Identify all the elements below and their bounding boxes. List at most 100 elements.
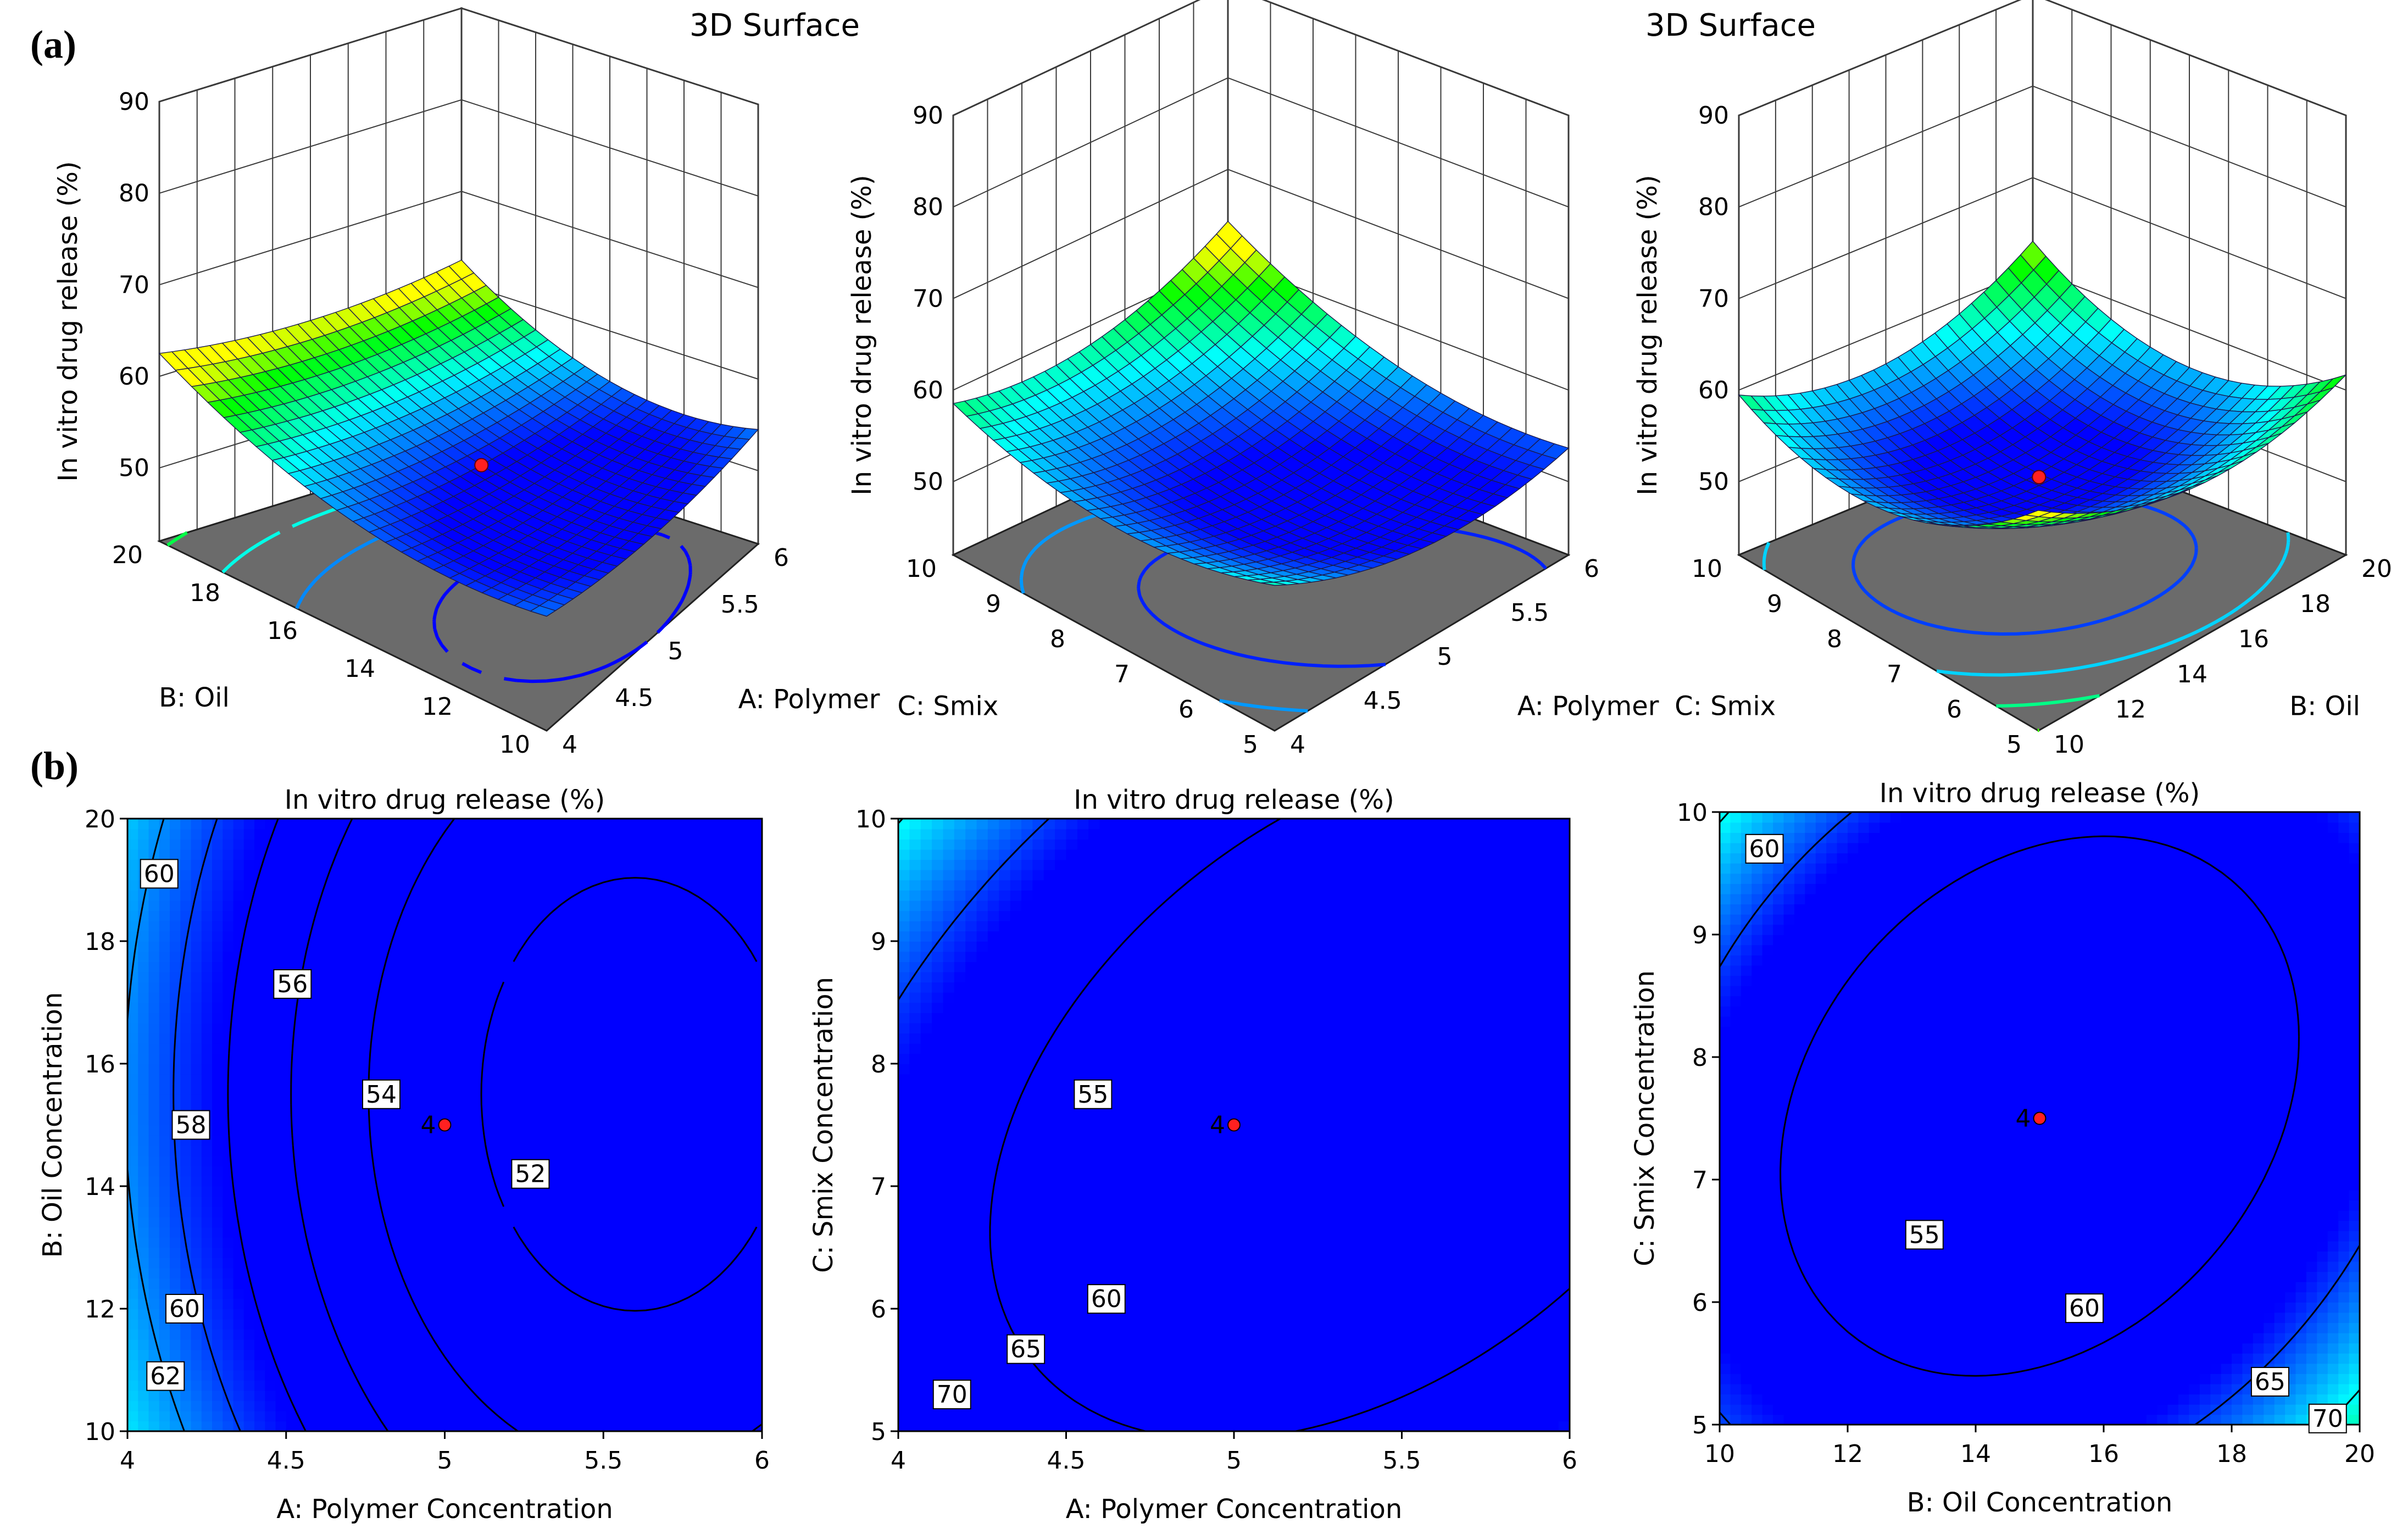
- heat-cell: [138, 1145, 149, 1157]
- heat-cell: [476, 951, 488, 962]
- heat-cell: [392, 1216, 403, 1228]
- heat-cell: [275, 1125, 287, 1136]
- heat-cell: [603, 839, 615, 850]
- heat-cell: [286, 890, 297, 901]
- heat-cell: [624, 951, 636, 962]
- heat-cell: [392, 1319, 403, 1330]
- heat-cell: [561, 859, 572, 870]
- heat-cell: [159, 992, 170, 1003]
- heat-cell: [614, 1155, 625, 1166]
- heat-cell: [223, 900, 234, 911]
- heat-cell: [243, 1145, 255, 1157]
- heat-cell: [402, 1237, 414, 1248]
- heat-cell: [180, 1084, 192, 1095]
- heat-cell: [148, 941, 160, 952]
- heat-cell: [201, 1380, 213, 1391]
- heat-cell: [519, 1135, 530, 1146]
- heat-cell: [127, 1258, 139, 1269]
- heat-cell: [466, 1278, 477, 1289]
- heat-cell: [212, 839, 224, 850]
- heat-cell: [360, 982, 371, 993]
- heat-cell: [339, 941, 351, 952]
- heat-cell: [424, 1094, 435, 1105]
- heat-cell: [170, 1258, 181, 1269]
- heat-cell: [614, 1033, 625, 1044]
- heat-cell: [201, 1410, 213, 1422]
- heat-cell: [328, 1013, 340, 1024]
- heat-cell: [349, 1298, 361, 1309]
- heat-cell: [223, 1227, 234, 1238]
- y-axis-name: B: Oil: [159, 682, 230, 713]
- heat-cell: [656, 869, 668, 881]
- heat-cell: [318, 849, 329, 860]
- heat-cell: [540, 931, 551, 942]
- heat-cell: [466, 1064, 477, 1075]
- heat-cell: [455, 1258, 466, 1269]
- heat-cell: [571, 1186, 583, 1197]
- heat-cell: [159, 849, 170, 860]
- heat-cell: [497, 951, 509, 962]
- heat-cell: [551, 1258, 562, 1269]
- heat-cell: [243, 1094, 255, 1105]
- heat-cell: [666, 1135, 678, 1146]
- heat-cell: [561, 1227, 572, 1238]
- heat-cell: [318, 1094, 329, 1105]
- y-axis-name: C: Smix: [897, 691, 998, 722]
- heat-cell: [349, 1022, 361, 1034]
- heat-cell: [127, 1196, 139, 1207]
- heat-cell: [455, 1278, 466, 1289]
- heat-cell: [444, 1329, 456, 1340]
- heat-cell: [571, 1370, 583, 1381]
- heat-cell: [392, 1227, 403, 1238]
- heat-cell: [212, 880, 224, 891]
- heat-cell: [233, 1155, 244, 1166]
- heat-cell: [497, 1053, 509, 1064]
- heat-cell: [646, 1104, 657, 1115]
- heat-cell: [487, 1196, 498, 1207]
- heat-cell: [392, 1033, 403, 1044]
- z-tick-label: 50: [913, 468, 943, 496]
- heat-cell: [138, 1043, 149, 1054]
- heat-cell: [571, 1298, 583, 1309]
- heat-cell: [497, 1125, 509, 1136]
- heat-cell: [582, 1258, 593, 1269]
- heat-cell: [551, 1053, 562, 1064]
- heat-cell: [297, 1329, 308, 1340]
- heat-cell: [127, 1084, 139, 1095]
- heat-cell: [593, 1237, 604, 1248]
- heat-cell: [497, 1339, 509, 1350]
- heat-cell: [297, 1380, 308, 1391]
- heat-cell: [243, 1033, 255, 1044]
- heat-cell: [254, 982, 266, 993]
- heat-cell: [593, 961, 604, 972]
- heat-cell: [318, 1227, 329, 1238]
- heat-cell: [413, 1267, 424, 1279]
- heat-cell: [571, 819, 583, 830]
- heat-cell: [434, 1421, 446, 1432]
- heat-cell: [466, 1084, 477, 1095]
- heat-cell: [349, 1145, 361, 1157]
- heat-cell: [551, 1135, 562, 1146]
- heat-cell: [265, 1400, 276, 1411]
- y-tick-label: 6: [1947, 696, 1962, 724]
- heat-cell: [656, 1339, 668, 1350]
- heat-cell: [603, 1267, 615, 1279]
- heat-cell: [275, 1329, 287, 1340]
- heat-cell: [360, 920, 371, 932]
- heat-cell: [381, 1410, 393, 1422]
- heat-cell: [444, 1216, 456, 1228]
- heat-cell: [656, 1145, 668, 1157]
- heat-cell: [349, 1278, 361, 1289]
- heat-cell: [212, 1022, 224, 1034]
- heat-cell: [540, 1104, 551, 1115]
- heat-cell: [656, 1329, 668, 1340]
- heat-cell: [243, 1319, 255, 1330]
- heat-cell: [159, 1390, 170, 1402]
- heat-cell: [519, 1125, 530, 1136]
- heat-cell: [191, 1064, 202, 1075]
- heat-cell: [328, 1267, 340, 1279]
- heat-cell: [529, 1309, 541, 1320]
- heat-cell: [666, 1247, 678, 1258]
- heat-cell: [519, 1390, 530, 1402]
- heat-cell: [424, 1400, 435, 1411]
